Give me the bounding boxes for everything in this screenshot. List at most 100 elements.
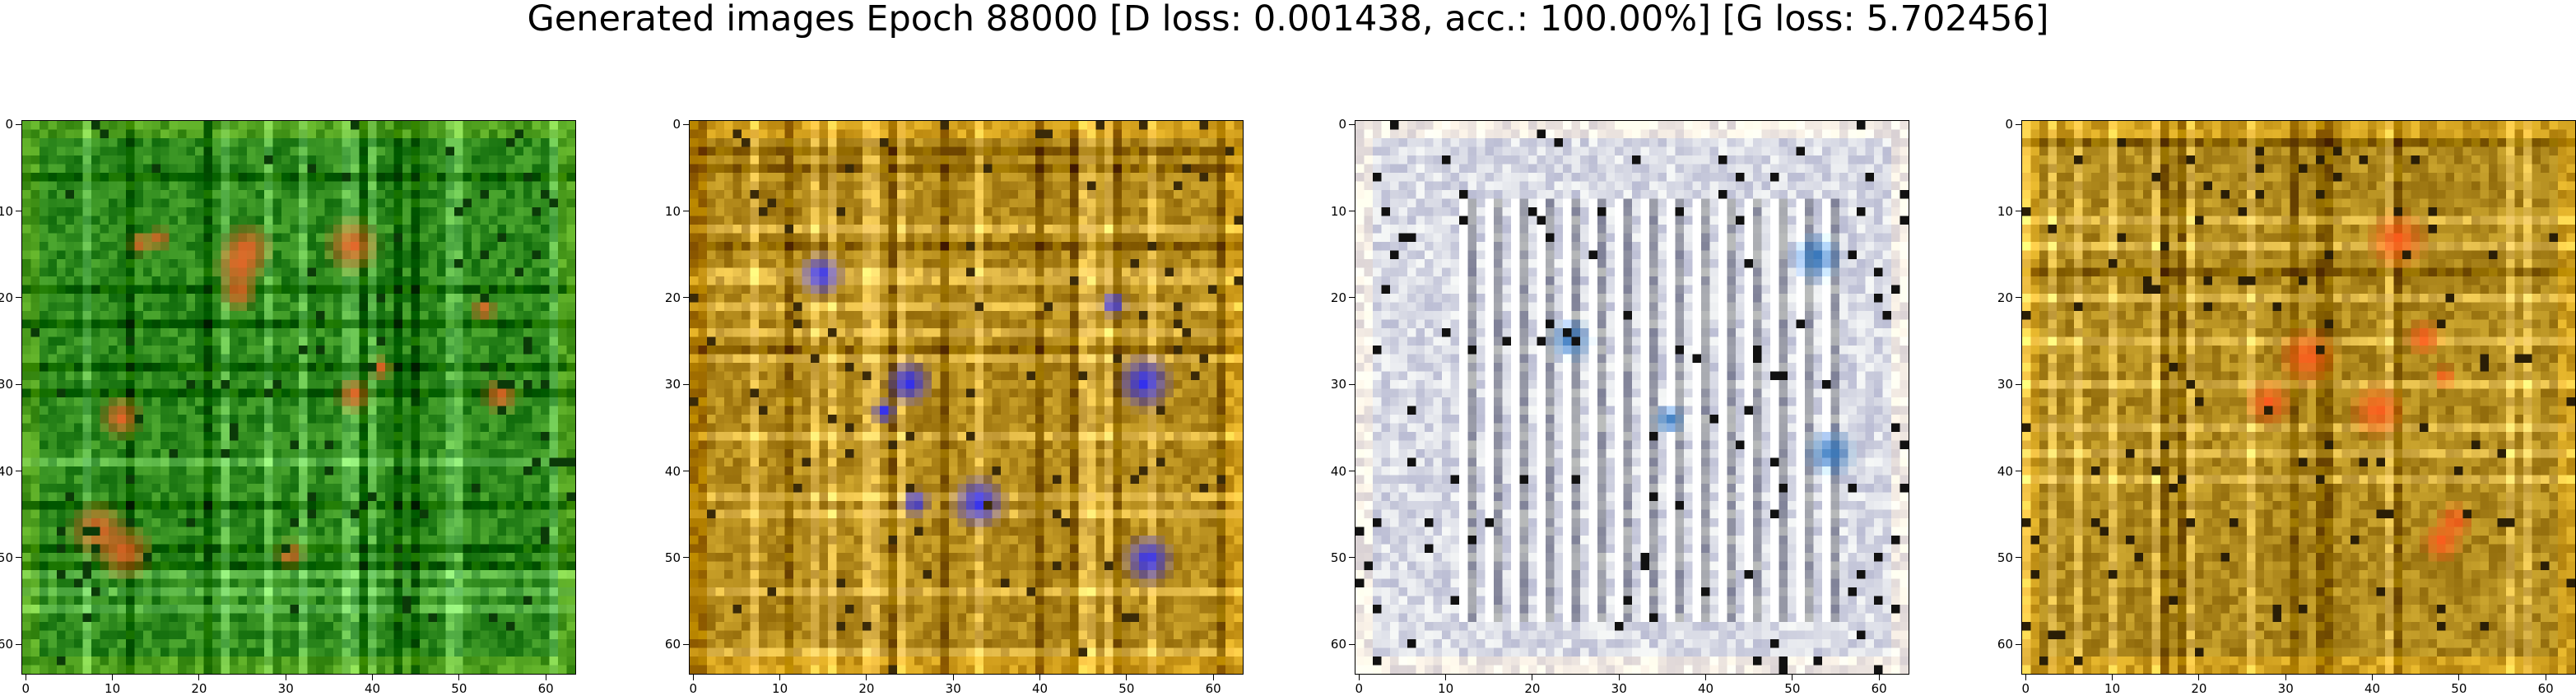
x-tick-mark <box>1878 675 1880 680</box>
y-tick-label: 20 <box>1997 290 2013 305</box>
y-tick-label: 50 <box>1997 550 2013 565</box>
x-tick-label: 10 <box>772 681 788 696</box>
y-tick-label: 30 <box>1330 377 1346 392</box>
x-tick-label: 20 <box>858 681 875 696</box>
generated-image-2 <box>689 120 1244 675</box>
y-tick-label: 20 <box>664 290 681 305</box>
x-tick-mark <box>779 675 781 680</box>
x-tick-mark <box>2198 675 2200 680</box>
y-tick-mark <box>1349 557 1355 559</box>
y-tick-label: 10 <box>664 203 681 219</box>
y-tick-label: 10 <box>1330 203 1346 219</box>
y-tick-mark <box>1349 297 1355 299</box>
x-tick-label: 40 <box>364 681 381 696</box>
x-tick-label: 20 <box>1524 681 1541 696</box>
y-tick-label: 50 <box>1330 550 1346 565</box>
x-tick-label: 20 <box>191 681 207 696</box>
x-tick-label: 60 <box>1871 681 1887 696</box>
generated-image-4 <box>2021 120 2576 675</box>
x-tick-mark <box>372 675 374 680</box>
x-tick-mark <box>2025 675 2026 680</box>
x-tick-mark <box>2458 675 2460 680</box>
x-tick-mark <box>458 675 460 680</box>
x-tick-mark <box>1618 675 1620 680</box>
x-tick-mark <box>112 675 114 680</box>
x-tick-label: 10 <box>105 681 121 696</box>
y-tick-label: 60 <box>0 637 13 652</box>
x-tick-mark <box>2112 675 2113 680</box>
x-tick-mark <box>1445 675 1447 680</box>
y-tick-label: 40 <box>1997 463 2013 479</box>
y-tick-label: 20 <box>1330 290 1346 305</box>
y-tick-label: 30 <box>0 377 13 392</box>
y-tick-label: 10 <box>0 203 13 219</box>
y-tick-mark <box>16 123 21 125</box>
y-tick-mark <box>2016 123 2021 125</box>
x-tick-label: 10 <box>2104 681 2121 696</box>
x-tick-label: 30 <box>945 681 961 696</box>
x-tick-label: 0 <box>2021 681 2030 696</box>
y-tick-label: 10 <box>1997 203 2013 219</box>
x-tick-label: 50 <box>451 681 467 696</box>
y-tick-mark <box>16 297 21 299</box>
y-tick-label: 40 <box>1330 463 1346 479</box>
y-tick-label: 60 <box>664 637 681 652</box>
y-tick-mark <box>683 123 689 125</box>
x-tick-label: 50 <box>1784 681 1801 696</box>
y-tick-label: 0 <box>1338 117 1346 132</box>
y-tick-mark <box>1349 383 1355 385</box>
y-tick-label: 40 <box>0 463 13 479</box>
figure-title: Generated images Epoch 88000 [D loss: 0.… <box>527 0 2049 39</box>
x-tick-mark <box>2372 675 2374 680</box>
x-tick-label: 0 <box>21 681 30 696</box>
y-tick-mark <box>2016 643 2021 645</box>
y-tick-label: 60 <box>1997 637 2013 652</box>
y-tick-mark <box>1349 123 1355 125</box>
x-tick-label: 40 <box>1031 681 1049 696</box>
x-tick-mark <box>198 675 200 680</box>
x-tick-label: 40 <box>2364 681 2381 696</box>
x-tick-label: 60 <box>1205 681 1221 696</box>
x-tick-label: 30 <box>277 681 294 696</box>
x-tick-label: 0 <box>1355 681 1364 696</box>
x-tick-label: 10 <box>1438 681 1454 696</box>
x-tick-label: 60 <box>537 681 554 696</box>
generated-image-1 <box>21 120 576 675</box>
y-tick-label: 20 <box>0 290 13 305</box>
y-tick-mark <box>683 643 689 645</box>
y-tick-label: 50 <box>664 550 681 565</box>
y-tick-mark <box>1349 643 1355 645</box>
x-tick-mark <box>2285 675 2286 680</box>
x-tick-mark <box>952 675 954 680</box>
y-tick-label: 0 <box>672 117 681 132</box>
x-tick-mark <box>866 675 867 680</box>
y-tick-mark <box>16 383 21 385</box>
x-tick-label: 60 <box>2537 681 2554 696</box>
y-tick-mark <box>2016 297 2021 299</box>
x-tick-label: 50 <box>2451 681 2467 696</box>
x-tick-mark <box>1126 675 1128 680</box>
x-tick-label: 30 <box>2277 681 2294 696</box>
x-tick-label: 30 <box>1611 681 1627 696</box>
y-tick-label: 50 <box>0 550 13 565</box>
y-tick-mark <box>683 297 689 299</box>
y-tick-mark <box>683 557 689 559</box>
y-tick-mark <box>16 643 21 645</box>
y-tick-label: 40 <box>664 463 681 479</box>
generated-image-3 <box>1355 120 1909 675</box>
y-tick-label: 0 <box>5 117 13 132</box>
x-tick-label: 50 <box>1118 681 1135 696</box>
y-tick-label: 0 <box>2005 117 2013 132</box>
x-tick-mark <box>1792 675 1793 680</box>
y-tick-mark <box>2016 557 2021 559</box>
y-tick-label: 30 <box>1997 377 2013 392</box>
x-tick-mark <box>692 675 694 680</box>
x-tick-label: 40 <box>1697 681 1714 696</box>
x-tick-mark <box>1358 675 1360 680</box>
x-tick-mark <box>1039 675 1041 680</box>
y-tick-mark <box>683 383 689 385</box>
y-tick-mark <box>16 557 21 559</box>
y-tick-label: 60 <box>1330 637 1346 652</box>
y-tick-mark <box>2016 383 2021 385</box>
y-tick-label: 30 <box>664 377 681 392</box>
